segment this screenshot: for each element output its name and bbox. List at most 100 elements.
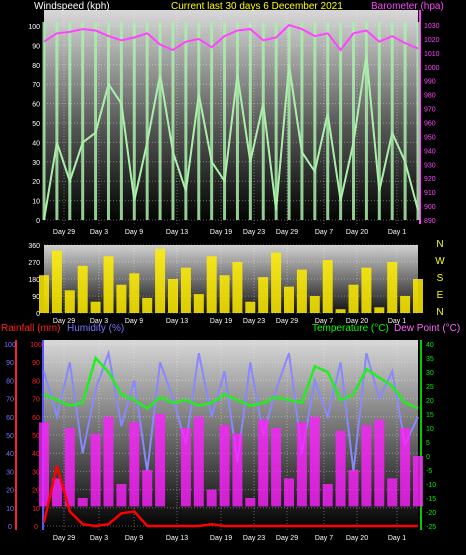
humidity-y-tick-label: 0 — [34, 524, 38, 531]
dewpoint-mark — [348, 470, 359, 507]
rainfall-axis-title: Rainfall (mm) — [1, 323, 60, 334]
humidity-y-tick-label: 30 — [32, 469, 40, 476]
dewpoint-mark — [374, 419, 385, 507]
wind-direction-mark — [116, 284, 127, 313]
wind-axis-title: Windspeed (kph) — [34, 1, 110, 12]
dewpoint-mark — [219, 425, 230, 507]
baro-y-tick-label: 970 — [424, 107, 436, 114]
wind-y-tick-label: 20 — [32, 179, 40, 186]
x-tick-label: Day 23 — [243, 535, 265, 542]
temp-y-tick-label: -15 — [426, 496, 436, 503]
x-tick-label: Day 19 — [210, 535, 232, 542]
dewpoint-mark — [335, 430, 346, 507]
wind-direction-mark — [284, 286, 294, 313]
wind-direction-mark — [64, 290, 75, 313]
wind-y-tick-label: 60 — [32, 102, 40, 109]
x-tick-label: Day 13 — [166, 318, 188, 325]
baro-y-tick-label: 980 — [424, 93, 436, 100]
wind-direction-mark — [413, 279, 423, 313]
wind-direction-mark — [245, 301, 256, 313]
wind-direction-mark — [387, 262, 398, 313]
x-tick-label: Day 7 — [315, 535, 333, 542]
temp-y-tick-label: -25 — [426, 524, 436, 531]
wind-y-tick-label: 30 — [32, 160, 40, 167]
humidity-y-tick-label: 60 — [32, 415, 40, 422]
temp-y-tick-label: 35 — [426, 356, 434, 363]
wind-direction-mark — [335, 309, 346, 313]
wind-direction-mark — [309, 296, 320, 313]
dewpoint-mark — [90, 433, 101, 507]
wind-y-tick-label: 80 — [32, 63, 40, 70]
dewpoint-mark — [116, 484, 127, 507]
rain-y-tick-label: 70 — [6, 397, 14, 404]
dewpoint-axis-title: Dew Point (°C) — [394, 323, 460, 334]
x-tick-label: Day 7 — [315, 229, 333, 236]
dewpoint-mark — [413, 456, 423, 507]
x-tick-label: Day 29 — [53, 535, 75, 542]
wind-direction-mark — [206, 256, 217, 313]
humidity-y-tick-label: 10 — [32, 506, 40, 513]
baro-y-tick-label: 1000 — [424, 65, 440, 72]
baro-y-tick-label: 1010 — [424, 51, 440, 58]
direction-y-tick-label: 270 — [28, 260, 40, 267]
dewpoint-mark — [180, 428, 191, 507]
x-tick-label: Day 20 — [346, 229, 368, 236]
dewpoint-mark — [103, 416, 114, 507]
x-tick-label: Day 3 — [90, 535, 108, 542]
rain-y-tick-label: 10 — [6, 506, 14, 513]
compass-label: N — [436, 307, 443, 318]
x-tick-label: Day 29 — [276, 229, 298, 236]
windspeed-series-line — [43, 54, 419, 221]
humidity-y-tick-label: 90 — [32, 360, 40, 367]
x-tick-label: Day 23 — [243, 229, 265, 236]
x-tick-label: Day 29 — [276, 318, 298, 325]
humidity-axis-title: Humidity (%) — [67, 323, 124, 334]
baro-y-tick-label: 910 — [424, 190, 436, 197]
x-tick-label: Day 9 — [125, 229, 143, 236]
rain-y-tick-label: 0 — [8, 524, 12, 531]
humidity-y-tick-label: 50 — [32, 433, 40, 440]
rain-y-tick-label: 50 — [6, 433, 14, 440]
direction-y-tick-label: 360 — [28, 243, 40, 250]
chart-title: Current last 30 days 6 December 2021 — [171, 1, 343, 12]
x-tick-label: Day 13 — [166, 535, 188, 542]
dewpoint-mark — [155, 414, 166, 507]
temp-y-tick-label: 25 — [426, 384, 434, 391]
temp-y-tick-label: -20 — [426, 510, 436, 517]
wind-direction-mark — [374, 307, 385, 313]
wind-direction-mark — [142, 297, 153, 313]
humidity-y-tick-label: 20 — [32, 488, 40, 495]
compass-label: N — [436, 239, 443, 250]
wind-y-tick-label: 10 — [32, 199, 40, 206]
wind-direction-mark — [155, 248, 166, 313]
dewpoint-mark — [309, 416, 320, 507]
rainfall-series-line — [42, 465, 418, 528]
humidity-y-tick-label: 80 — [32, 378, 40, 385]
wind-y-tick-label: 0 — [36, 218, 40, 225]
temp-y-tick-label: 10 — [426, 426, 434, 433]
rain-y-tick-label: 90 — [6, 360, 14, 367]
wind-y-tick-label: 100 — [28, 24, 40, 31]
barometer-series-line — [43, 23, 419, 52]
dewpoint-mark — [64, 428, 75, 507]
x-tick-label: Day 3 — [90, 229, 108, 236]
x-tick-label: Day 29 — [53, 318, 75, 325]
temp-y-tick-label: 15 — [426, 412, 434, 419]
wind-direction-mark — [219, 275, 230, 313]
baro-y-tick-label: 890 — [424, 218, 436, 225]
x-tick-label: Day 1 — [388, 318, 406, 325]
rain-y-tick-label: 30 — [6, 469, 14, 476]
rain-y-tick-label: 80 — [6, 378, 14, 385]
x-tick-label: Day 1 — [388, 229, 406, 236]
wind-direction-mark — [90, 301, 101, 313]
baro-y-tick-label: 940 — [424, 148, 436, 155]
wind-direction-mark — [77, 265, 88, 313]
barometer-axis-title: Barometer (hpa) — [371, 1, 444, 12]
wind-direction-mark — [51, 250, 62, 313]
dewpoint-mark — [142, 470, 153, 507]
rain-y-tick-label: 20 — [6, 488, 14, 495]
dewpoint-mark — [245, 498, 256, 507]
baro-y-tick-label: 950 — [424, 134, 436, 141]
wind-direction-mark — [168, 279, 178, 313]
